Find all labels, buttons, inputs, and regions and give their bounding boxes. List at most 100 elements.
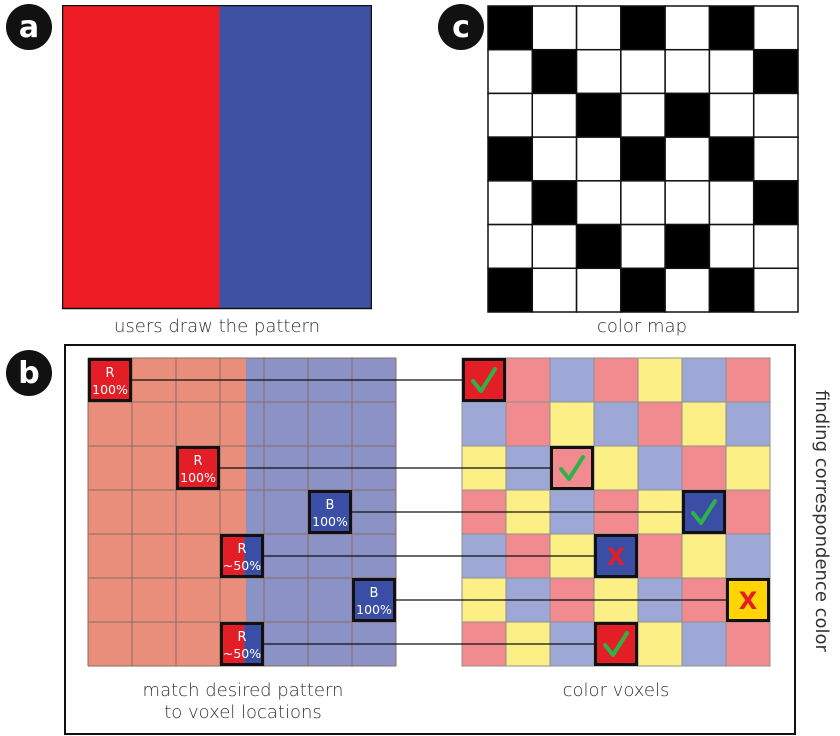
pattern-border	[62, 5, 372, 310]
check-icon	[603, 631, 629, 657]
voxel-cell	[549, 357, 595, 403]
desired-label-4: R~50%	[220, 534, 264, 578]
voxel-match-1	[462, 358, 506, 402]
voxel-cell	[725, 357, 771, 403]
voxel-cell	[681, 533, 727, 579]
color-map-cell	[487, 223, 534, 270]
color-map-cell	[620, 5, 666, 51]
color-map-cell	[575, 92, 622, 138]
color-map-cell	[752, 92, 799, 138]
color-map-cell	[664, 5, 711, 51]
color-map-cell	[487, 5, 534, 51]
color-map-cell	[620, 180, 666, 226]
color-map-cell	[752, 5, 799, 51]
voxel-cell	[725, 621, 771, 667]
color-map-cell	[752, 48, 799, 95]
desired-red-region	[88, 358, 246, 666]
desired-label-6: R~50%	[220, 622, 264, 666]
color-map-cell	[531, 136, 578, 182]
color-map-cell	[664, 48, 711, 95]
label-channel: R	[193, 454, 202, 469]
voxels-caption: color voxels	[562, 680, 670, 701]
voxel-match-2	[550, 446, 594, 490]
color-map-cell	[620, 223, 666, 270]
check-icon	[559, 455, 585, 481]
color-map-cell	[575, 180, 622, 226]
voxel-match-5: X	[726, 578, 770, 622]
voxel-cell	[681, 621, 727, 667]
color-map-cell	[487, 48, 534, 95]
panel-a-badge: a	[6, 4, 52, 50]
label-channel: R	[105, 366, 114, 381]
color-map-cell	[487, 92, 534, 138]
color-map-cell	[575, 48, 622, 95]
color-map-cell	[487, 180, 534, 226]
voxel-cell	[505, 401, 551, 447]
color-map-cell	[620, 48, 666, 95]
color-map-grid	[487, 5, 799, 313]
color-map-cell	[531, 223, 578, 270]
label-percent: 100%	[356, 602, 392, 617]
color-map-cell	[708, 48, 755, 95]
color-map-cell	[708, 180, 755, 226]
color-map-cell	[620, 136, 666, 182]
voxel-cell	[725, 445, 771, 491]
voxel-match-3	[682, 490, 726, 534]
color-map-cell	[752, 267, 799, 313]
user-pattern-drawing	[62, 5, 372, 310]
color-map-cell	[708, 267, 755, 313]
cross-icon: X	[607, 543, 626, 571]
voxel-cell	[681, 357, 727, 403]
cross-icon: X	[739, 587, 758, 615]
color-map-cell	[531, 267, 578, 313]
label-percent: 100%	[180, 470, 216, 485]
voxel-cell	[681, 445, 727, 491]
color-map-cell	[664, 180, 711, 226]
color-map-cell	[664, 136, 711, 182]
panel-a-caption: users draw the pattern	[113, 316, 321, 337]
panel-c-caption: color map	[596, 316, 688, 337]
label-percent: 100%	[92, 382, 128, 397]
color-map-cell	[531, 92, 578, 138]
voxel-match-4: X	[594, 534, 638, 578]
color-map-cell	[531, 48, 578, 95]
match-caption: match desired pattern to voxel locations	[88, 680, 398, 724]
color-map-cell	[752, 223, 799, 270]
color-map-cell	[708, 5, 755, 51]
voxel-cell	[637, 533, 683, 579]
label-channel: R	[237, 630, 246, 645]
panel-c-badge: c	[438, 4, 484, 50]
voxel-cell	[725, 533, 771, 579]
color-map-cell	[664, 92, 711, 138]
label-channel: B	[370, 586, 379, 601]
panel-b-frame	[64, 344, 796, 735]
red-half	[62, 5, 220, 309]
voxel-cell	[593, 445, 639, 491]
color-map-cell	[664, 223, 711, 270]
color-map-cell	[575, 5, 622, 51]
voxel-cell	[505, 357, 551, 403]
color-map-cell	[620, 267, 666, 313]
color-map-cell	[531, 180, 578, 226]
color-map-cell	[487, 136, 534, 182]
voxel-cell	[593, 401, 639, 447]
color-map-cell	[708, 92, 755, 138]
label-percent: ~50%	[223, 646, 261, 661]
voxel-cell	[681, 401, 727, 447]
side-label: finding correspondence color	[811, 390, 832, 652]
voxel-cell	[461, 401, 507, 447]
voxel-cell	[725, 489, 771, 535]
voxel-cell	[637, 401, 683, 447]
color-map-cell	[620, 92, 666, 138]
match-caption-line1: match desired pattern	[142, 680, 344, 701]
voxel-cell	[549, 401, 595, 447]
blue-half	[219, 5, 372, 309]
color-map-cell	[575, 223, 622, 270]
color-map-cell	[708, 223, 755, 270]
label-percent: ~50%	[223, 558, 261, 573]
label-channel: R	[237, 542, 246, 557]
